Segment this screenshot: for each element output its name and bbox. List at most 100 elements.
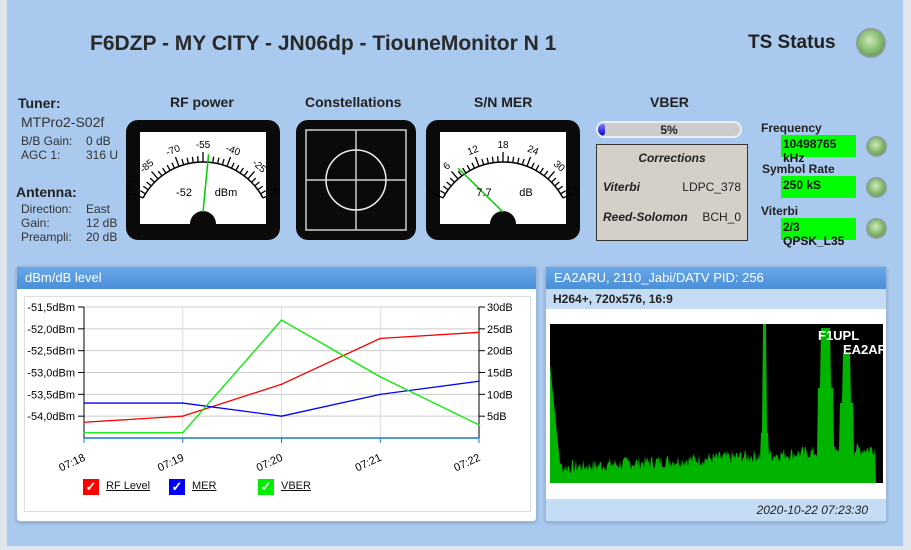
preamp-label: Preampli: [21,230,72,244]
meter-tick-label: 0 [426,185,435,195]
spectrum-label-1: F1UPL [818,328,859,343]
video-timestamp: 2020-10-22 07:23:30 [546,499,886,521]
tuner-model: MTPro2-S02f [21,114,105,130]
data-point [181,431,184,434]
page-title: F6DZP - MY CITY - JN06dp - TiouneMonitor… [90,32,557,55]
vber-heading: VBER [650,94,689,110]
meter-tick-label: 36 [570,183,580,198]
data-point [379,337,382,340]
left-tick-label: -53,5dBm [27,389,75,401]
constellations-heading: Constellations [305,94,402,110]
right-tick-label: 15dB [487,368,513,380]
data-point [478,424,480,426]
data-point [280,383,283,386]
bb-gain-value: 0 dB [86,134,111,148]
rf-power-meter: -100 -85 -70 -55 -40 -25 -10 -52 dBm [119,120,286,240]
viterbi-status-value: 2/3 QPSK_L35 [781,218,856,248]
meter-tick-label: -40 [224,143,242,159]
left-tick-label: -54,0dBm [27,411,75,423]
tuner-heading: Tuner: [18,95,61,111]
x-tick-label: 07:19 [156,452,186,475]
chart-panel: dBm/dB level -51,5dBm 30dB -52,0dBm 25dB -52… [16,266,537,522]
right-tick-label: 10dB [487,389,513,401]
vber-percent: 5% [660,123,678,137]
agc-value: 316 U [86,148,119,162]
data-point [379,393,382,396]
rs-label: Reed-Solomon [603,210,688,224]
viterbi-label: Viterbi [603,180,640,194]
mer-meter: 0 6 12 18 24 30 36 7.7 dB [422,120,585,240]
legend-checkbox-vber[interactable]: ✓ [258,479,274,495]
vber-progress-bar: 5% [596,121,742,138]
direction-label: Direction: [21,202,72,216]
left-tick-label: -52,0dBm [27,324,75,336]
data-point [181,402,184,404]
frequency-value: 10498765 kHz [781,135,856,165]
legend-label[interactable]: RF Level [106,480,151,492]
x-tick-label: 07:22 [452,452,482,475]
meter-face [140,132,266,224]
data-point [83,421,85,424]
meter-tick-label: 24 [526,144,541,158]
ts-status-label: TS Status [748,32,836,53]
x-tick-label: 07:21 [353,452,383,475]
x-tick-label: 07:20 [255,452,285,475]
data-point [280,415,283,417]
left-tick-label: -51,5dBm [27,302,75,314]
meter-face [440,132,566,224]
data-point [181,415,184,417]
legend-checkbox-mer[interactable]: ✓ [169,479,185,495]
meter-value: -52 [176,187,192,199]
meter-needle [202,154,210,213]
ts-status-led-icon [856,28,886,58]
meter-tick-label: 12 [466,144,481,158]
meter-tick-label: -55 [196,140,211,151]
corrections-box: Corrections Viterbi LDPC_378 Reed-Solomo… [596,144,748,241]
agc-label: AGC 1: [21,148,61,162]
data-point [478,331,480,334]
rf-power-heading: RF power [170,94,234,110]
frequency-label: Frequency [761,121,822,135]
antenna-heading: Antenna: [16,184,77,200]
legend-label[interactable]: MER [192,480,217,492]
right-tick-label: 25dB [487,324,513,336]
bb-gain-label: B/B Gain: [21,134,73,148]
meter-tick-label: 6 [441,160,453,172]
preamp-value: 20 dB [86,230,118,244]
antenna-gain-value: 12 dB [86,216,118,230]
x-tick-label: 07:18 [57,452,87,475]
right-tick-label: 5dB [487,411,507,423]
legend-checkbox-rf-level[interactable]: ✓ [83,479,99,495]
mer-heading: S/N MER [474,94,533,110]
data-point [478,380,480,383]
meter-needle [457,167,504,213]
viterbi-correction: LDPC_378 [682,180,741,194]
data-point [280,319,283,321]
chart-panel-title: dBm/dB level [17,267,536,289]
spectrum-label-2: EA2AR [843,342,883,357]
meter-tick-label: -70 [164,143,182,159]
meter-unit: dBm [215,187,238,199]
data-point [83,431,85,434]
right-tick-label: 20dB [487,346,513,358]
video-panel-title: EA2ARU, 2110_Jabi/DATV PID: 256 [546,267,886,289]
legend-label[interactable]: VBER [281,480,311,492]
viterbi-led-icon [866,218,887,239]
frequency-led-icon [866,136,887,157]
data-point [83,402,85,404]
data-point [379,376,382,378]
meter-tick-label: 18 [497,140,509,151]
symbol-rate-value: 250 kS [781,176,856,198]
symbol-rate-label: Symbol Rate [762,162,835,176]
left-tick-label: -53,0dBm [27,368,75,380]
meter-value: 7.7 [476,187,491,199]
right-tick-label: 30dB [487,302,513,314]
symbol-rate-led-icon [866,177,887,198]
spectrum-trace [550,324,883,483]
rs-correction: BCH_0 [702,210,741,224]
corrections-heading: Corrections [638,151,706,165]
video-info: H264+, 720x576, 16:9 [546,289,886,309]
viterbi-status-label: Viterbi [761,204,799,218]
